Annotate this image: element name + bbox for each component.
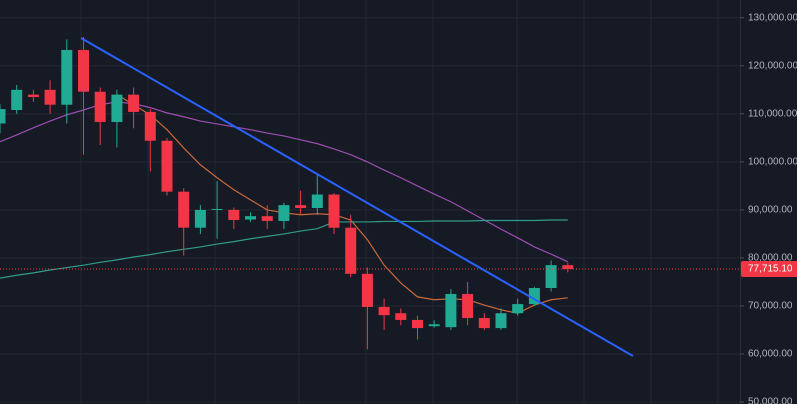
y-tick-label: 100,000.00: [748, 157, 797, 168]
moving-average-line: [0, 101, 569, 263]
candle-body: [144, 111, 156, 141]
candle-body: [161, 140, 173, 192]
plot: [0, 36, 740, 350]
candle-body: [128, 94, 140, 112]
candle-body: [361, 273, 373, 307]
price-label: 77,715.10: [748, 264, 793, 275]
candle-body: [528, 287, 540, 305]
candle-body: [445, 293, 457, 328]
candle-body: [211, 208, 223, 210]
y-tick-label: 80,000.00: [748, 253, 793, 264]
candle-body: [245, 216, 256, 220]
candle-body: [478, 318, 490, 329]
candle-body: [462, 293, 474, 319]
y-tick-label: 110,000.00: [748, 108, 797, 119]
candle-body: [278, 205, 290, 221]
moving-average-line: [116, 94, 568, 314]
candle-body: [545, 265, 557, 288]
candle-body: [228, 209, 240, 221]
candle-body: [295, 205, 307, 209]
y-tick-label: 90,000.00: [748, 205, 793, 216]
candle-body: [27, 94, 39, 98]
y-tick-label: 60,000.00: [748, 349, 793, 360]
candle-body: [94, 91, 106, 123]
candle-body: [495, 313, 507, 329]
candle-body: [111, 94, 123, 123]
candle-body: [395, 313, 407, 320]
candle-body: [378, 306, 390, 316]
candle-body: [562, 265, 574, 270]
y-tick-label: 70,000.00: [748, 301, 793, 312]
candle-body: [194, 209, 206, 228]
candle-body: [311, 194, 323, 209]
candle-body: [512, 304, 524, 314]
moving-average-line: [0, 219, 568, 279]
price-axis: 50,000.00 60,000.00 70,000.00 80,000.00 90,0…: [740, 12, 797, 404]
candle-body: [178, 191, 190, 228]
time-grid: [80, 0, 719, 404]
candle-body: [61, 49, 73, 105]
candle-body: [11, 89, 23, 111]
candle-body: [345, 227, 357, 274]
candle-body: [0, 109, 6, 124]
trend-line: [80, 37, 634, 357]
candle-body: [261, 216, 273, 221]
y-tick-label: 50,000.00: [748, 397, 793, 404]
candle-body: [412, 319, 423, 329]
y-tick-label: 130,000.00: [748, 12, 797, 23]
grid: [0, 17, 740, 403]
candle-body: [44, 89, 56, 105]
candle-body: [428, 324, 440, 327]
price-label-box: [741, 260, 797, 277]
candle-body: [328, 194, 340, 228]
y-tick-label: 120,000.00: [748, 60, 797, 71]
candle-body: [78, 49, 89, 92]
